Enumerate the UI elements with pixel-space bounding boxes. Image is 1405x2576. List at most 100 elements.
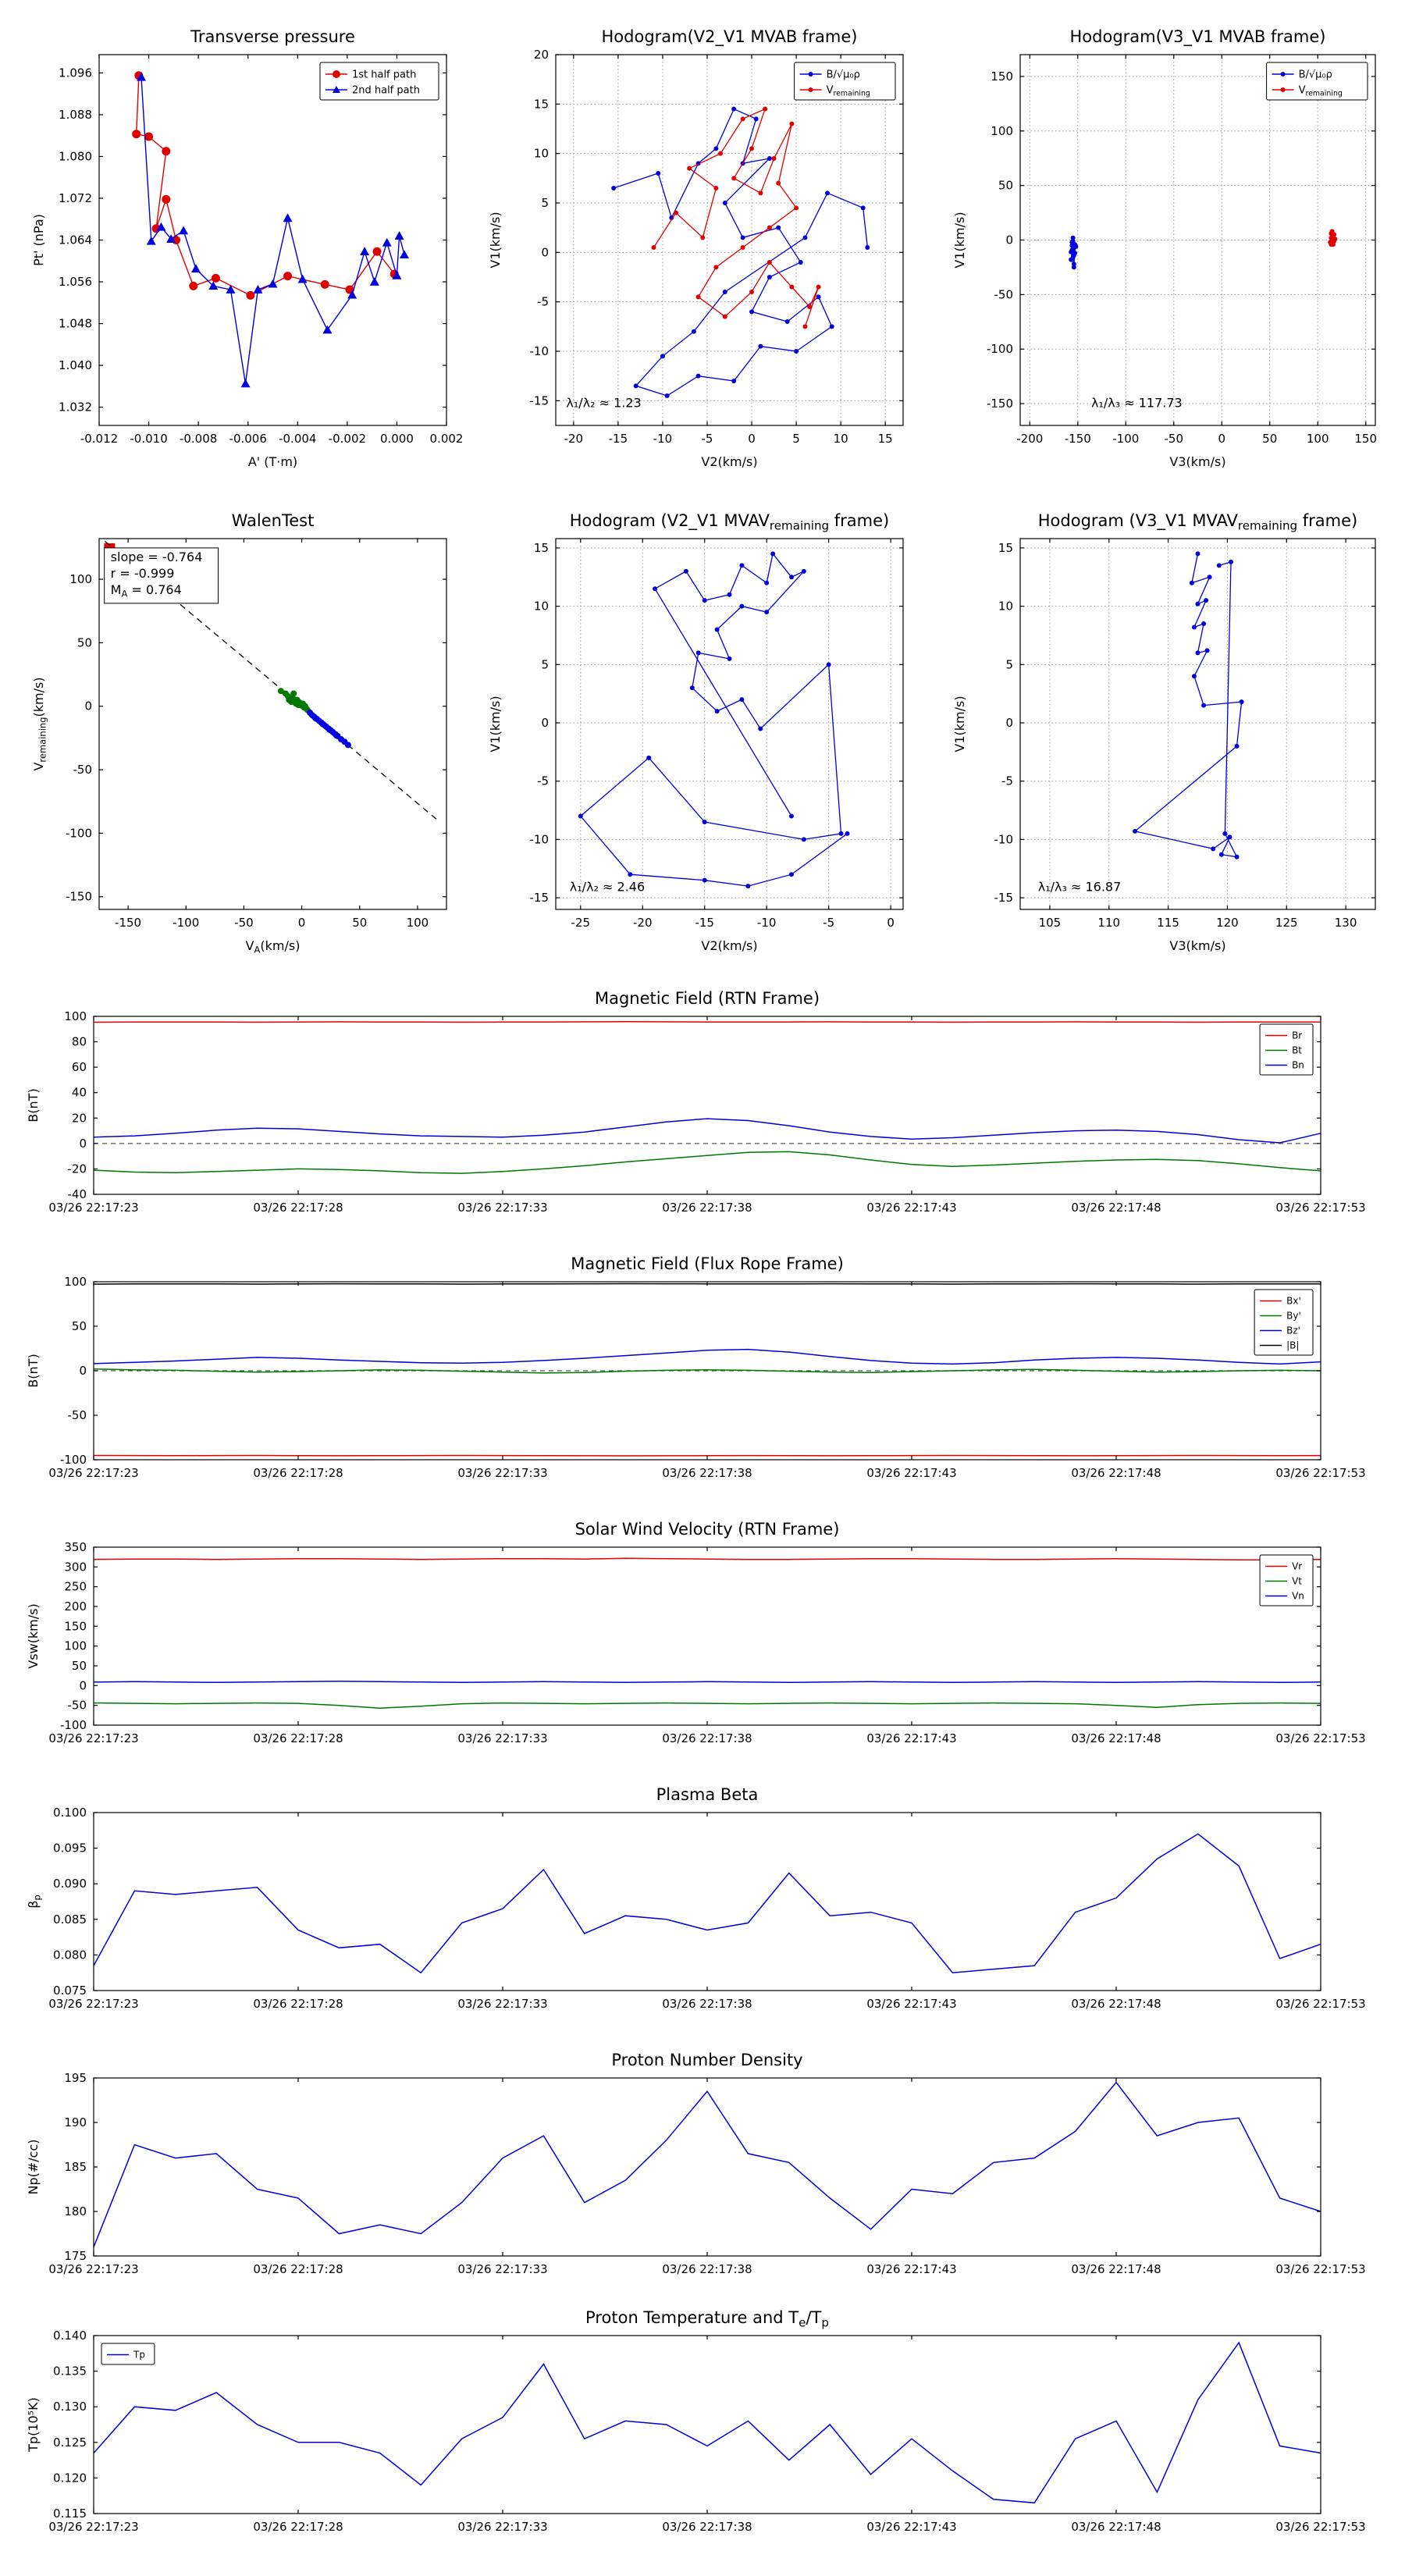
svg-text:120: 120: [1216, 916, 1239, 930]
svg-text:-20: -20: [68, 1162, 87, 1176]
svg-text:03/26 22:17:23: 03/26 22:17:23: [48, 2520, 138, 2534]
svg-text:03/26 22:17:33: 03/26 22:17:33: [457, 2520, 547, 2534]
svg-text:-50: -50: [1165, 432, 1184, 446]
svg-text:0.115: 0.115: [53, 2507, 87, 2521]
svg-text:-0.010: -0.010: [130, 432, 167, 446]
svg-text:Vremaining: Vremaining: [1299, 85, 1343, 98]
svg-text:-5: -5: [1001, 774, 1013, 788]
svg-text:Proton Number Density: Proton Number Density: [611, 2051, 802, 2069]
svg-text:50: 50: [72, 1319, 87, 1333]
svg-text:03/26 22:17:43: 03/26 22:17:43: [866, 1731, 956, 1745]
svg-text:-50: -50: [68, 1699, 87, 1713]
svg-text:40: 40: [72, 1086, 87, 1100]
svg-text:-100: -100: [987, 342, 1013, 356]
svg-text:03/26 22:17:28: 03/26 22:17:28: [253, 1997, 343, 2011]
svg-text:200: 200: [64, 1599, 87, 1614]
chart-walen-test: -150 -100 -50 0 50 100 -150 -100 -50 0 50 100 WalenT…: [31, 511, 447, 955]
svg-text:0.120: 0.120: [53, 2471, 87, 2485]
svg-text:105: 105: [1039, 916, 1062, 930]
svg-text:03/26 22:17:53: 03/26 22:17:53: [1275, 1201, 1365, 1215]
svg-text:0.125: 0.125: [53, 2435, 87, 2450]
chart-plasma-beta: 03/26 22:17:23 03/26 22:17:28 03/26 22:17:…: [26, 1785, 1366, 2011]
svg-text:Transverse pressure: Transverse pressure: [190, 27, 355, 46]
svg-text:-0.002: -0.002: [329, 432, 366, 446]
svg-text:03/26 22:17:38: 03/26 22:17:38: [662, 2520, 752, 2534]
svg-text:Tp: Tp: [133, 2350, 145, 2361]
svg-text:03/26 22:17:33: 03/26 22:17:33: [457, 1466, 547, 1480]
svg-text:0.085: 0.085: [53, 1912, 87, 1927]
svg-text:-100: -100: [60, 1718, 87, 1732]
svg-text:-5: -5: [823, 916, 834, 930]
svg-text:0.100: 0.100: [53, 1806, 87, 1820]
svg-text:5: 5: [792, 432, 800, 446]
svg-text:Vn: Vn: [1292, 1591, 1304, 1602]
svg-text:-0.006: -0.006: [229, 432, 267, 446]
svg-text:-5: -5: [701, 432, 713, 446]
svg-text:λ₁/λ₂ ≈ 1.23: λ₁/λ₂ ≈ 1.23: [566, 395, 641, 410]
svg-text:λ₁/λ₂ ≈ 2.46: λ₁/λ₂ ≈ 2.46: [570, 879, 645, 894]
svg-text:-50: -50: [234, 916, 254, 930]
chart-proton-number-density: 03/26 22:17:23 03/26 22:17:28 03/26 22:17:…: [26, 2051, 1366, 2276]
svg-text:1.032: 1.032: [59, 400, 92, 415]
svg-text:150: 150: [991, 69, 1013, 84]
svg-text:50: 50: [1262, 432, 1277, 446]
svg-text:V1(km/s): V1(km/s): [952, 696, 967, 752]
svg-text:Vr: Vr: [1292, 1561, 1302, 1572]
svg-text:-25: -25: [571, 916, 591, 930]
svg-text:-5: -5: [537, 295, 549, 309]
svg-text:03/26 22:17:28: 03/26 22:17:28: [253, 2520, 343, 2534]
svg-text:0.002: 0.002: [430, 432, 464, 446]
svg-text:03/26 22:17:23: 03/26 22:17:23: [48, 2262, 138, 2276]
svg-text:03/26 22:17:53: 03/26 22:17:53: [1275, 1731, 1365, 1745]
svg-text:5: 5: [1005, 657, 1013, 671]
svg-text:-15: -15: [530, 891, 550, 905]
svg-text:-150: -150: [1065, 432, 1091, 446]
svg-text:5: 5: [541, 657, 549, 671]
svg-text:350: 350: [64, 1540, 87, 1554]
svg-text:A' (T·m): A' (T·m): [248, 454, 297, 469]
svg-text:-0.012: -0.012: [80, 432, 118, 446]
svg-text:Solar Wind Velocity (RTN Frame: Solar Wind Velocity (RTN Frame): [575, 1520, 840, 1539]
svg-text:V1(km/s): V1(km/s): [488, 212, 503, 268]
svg-text:110: 110: [1097, 916, 1120, 930]
svg-text:-15: -15: [530, 393, 550, 407]
svg-text:03/26 22:17:48: 03/26 22:17:48: [1071, 1997, 1161, 2011]
svg-text:03/26 22:17:53: 03/26 22:17:53: [1275, 2520, 1365, 2534]
svg-text:-50: -50: [994, 287, 1014, 301]
svg-text:250: 250: [64, 1580, 87, 1594]
svg-text:03/26 22:17:43: 03/26 22:17:43: [866, 1997, 956, 2011]
svg-text:Proton Temperature and Te/Tp: Proton Temperature and Te/Tp: [585, 2308, 829, 2330]
svg-text:βp: βp: [26, 1895, 43, 1909]
svg-text:Bx': Bx': [1286, 1296, 1301, 1307]
svg-text:0: 0: [748, 432, 756, 446]
svg-text:V2(km/s): V2(km/s): [701, 938, 757, 953]
svg-text:15: 15: [534, 97, 549, 111]
svg-text:By': By': [1286, 1311, 1301, 1322]
chart-solar-wind-velocity: 03/26 22:17:23 03/26 22:17:28 03/26 22:17:…: [26, 1520, 1366, 1745]
svg-text:125: 125: [1275, 916, 1298, 930]
svg-text:150: 150: [1354, 432, 1377, 446]
svg-text:0.130: 0.130: [53, 2400, 87, 2414]
svg-text:03/26 22:17:23: 03/26 22:17:23: [48, 1201, 138, 1215]
svg-text:300: 300: [64, 1560, 87, 1574]
svg-text:03/26 22:17:33: 03/26 22:17:33: [457, 1201, 547, 1215]
svg-text:-15: -15: [609, 432, 628, 446]
svg-text:1.064: 1.064: [59, 233, 92, 247]
svg-text:03/26 22:17:48: 03/26 22:17:48: [1071, 1731, 1161, 1745]
svg-text:Hodogram(V3_V1 MVAB frame): Hodogram(V3_V1 MVAB frame): [1070, 27, 1326, 47]
svg-text:-10: -10: [530, 832, 550, 846]
svg-text:Bt: Bt: [1292, 1045, 1302, 1056]
svg-text:15: 15: [534, 541, 549, 555]
svg-text:-10: -10: [530, 344, 550, 358]
svg-text:0.080: 0.080: [53, 1948, 87, 1962]
svg-text:-10: -10: [653, 432, 673, 446]
svg-text:03/26 22:17:38: 03/26 22:17:38: [662, 1466, 752, 1480]
svg-text:15: 15: [998, 541, 1013, 555]
svg-text:Plasma Beta: Plasma Beta: [656, 1785, 759, 1804]
chart-transverse-pressure: -0.012 -0.010 -0.008 -0.006 -0.004 -0.002 0.00…: [31, 27, 464, 469]
svg-text:130: 130: [1335, 916, 1357, 930]
svg-text:B/√μ₀ρ: B/√μ₀ρ: [827, 69, 860, 81]
svg-text:-150: -150: [115, 916, 141, 930]
svg-text:03/26 22:17:43: 03/26 22:17:43: [866, 1466, 956, 1480]
